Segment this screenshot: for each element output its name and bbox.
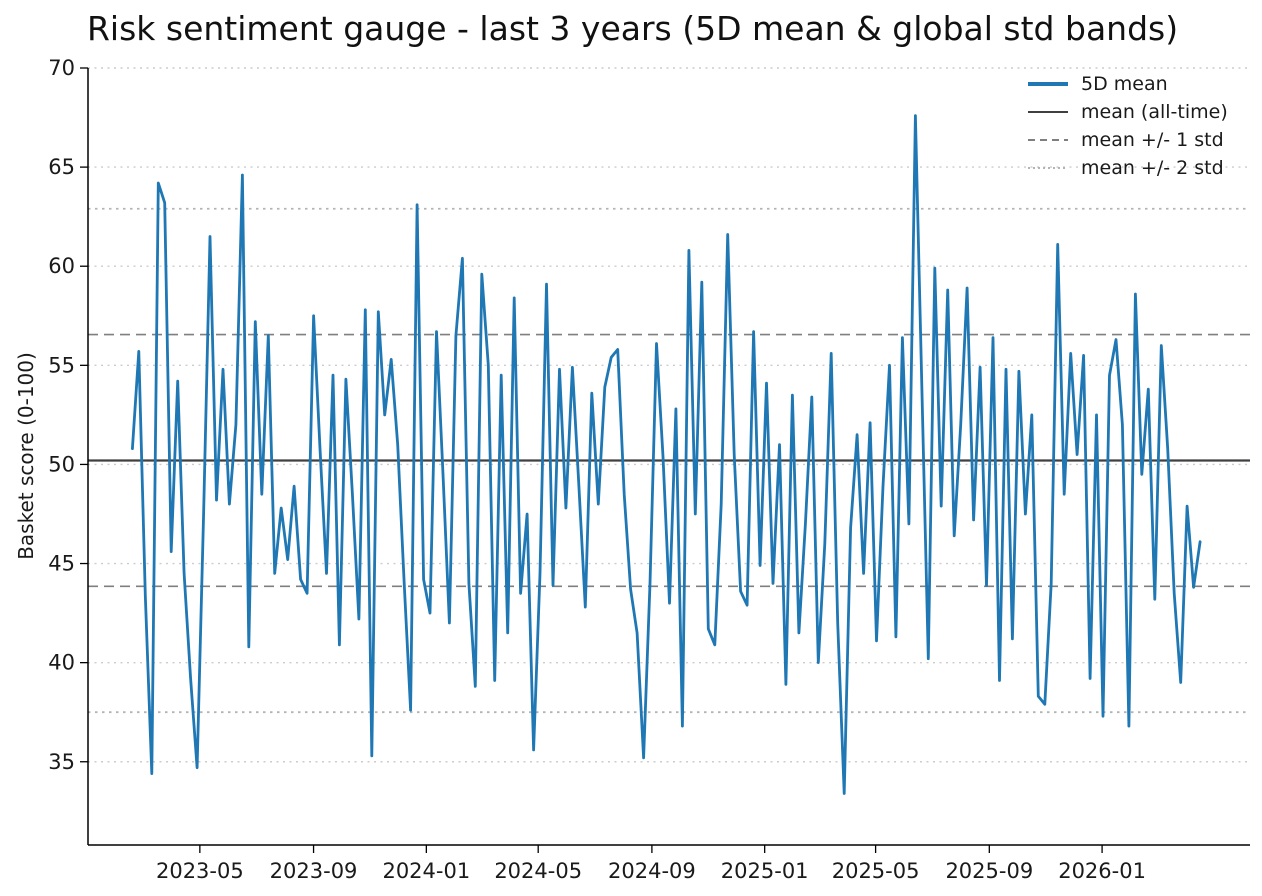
x-tick-label: 2025-09 [945, 859, 1033, 883]
y-tick-label: 40 [48, 651, 75, 675]
x-tick-label: 2026-01 [1058, 859, 1146, 883]
legend-label: mean +/- 2 std [1081, 157, 1224, 179]
series-group [131, 114, 1202, 795]
std2-line-swatch-icon [1028, 167, 1068, 169]
y-tick-label: 65 [48, 155, 75, 179]
legend-item-mean: mean (all-time) [1028, 101, 1228, 123]
legend: 5D mean mean (all-time) mean +/- 1 std m… [1028, 73, 1228, 179]
axes: 35 40 45 50 55 60 65 70 2023-05 2023-09 2024-01 202… [48, 56, 1250, 883]
std1-line-swatch-icon [1028, 139, 1068, 141]
y-tick-label: 45 [48, 552, 75, 576]
series-line-swatch-icon [1028, 82, 1068, 86]
y-tick-label: 70 [48, 56, 75, 80]
legend-item-1std: mean +/- 1 std [1028, 129, 1228, 151]
x-tick-label: 2023-05 [156, 859, 244, 883]
y-tick-label: 35 [48, 750, 75, 774]
x-tick-label: 2024-01 [382, 859, 470, 883]
chart-title: Risk sentiment gauge - last 3 years (5D … [87, 9, 1179, 48]
legend-label: 5D mean [1081, 73, 1168, 95]
x-tick-label: 2024-05 [494, 859, 582, 883]
mean-line-swatch-icon [1028, 111, 1068, 113]
x-tick-label: 2025-01 [721, 859, 809, 883]
y-tick-label: 50 [48, 452, 75, 476]
x-tick-label: 2023-09 [270, 859, 358, 883]
y-tick-label: 60 [48, 254, 75, 278]
y-tick-label: 55 [48, 353, 75, 377]
legend-item-2std: mean +/- 2 std [1028, 157, 1228, 179]
legend-item-5d-mean: 5D mean [1028, 73, 1228, 95]
y-axis-label: Basket score (0-100) [14, 352, 38, 560]
series-line-5d-mean [131, 114, 1202, 795]
legend-label: mean (all-time) [1081, 101, 1228, 123]
x-tick-label: 2025-05 [832, 859, 920, 883]
x-tick-label: 2024-09 [608, 859, 696, 883]
legend-label: mean +/- 1 std [1081, 129, 1224, 151]
